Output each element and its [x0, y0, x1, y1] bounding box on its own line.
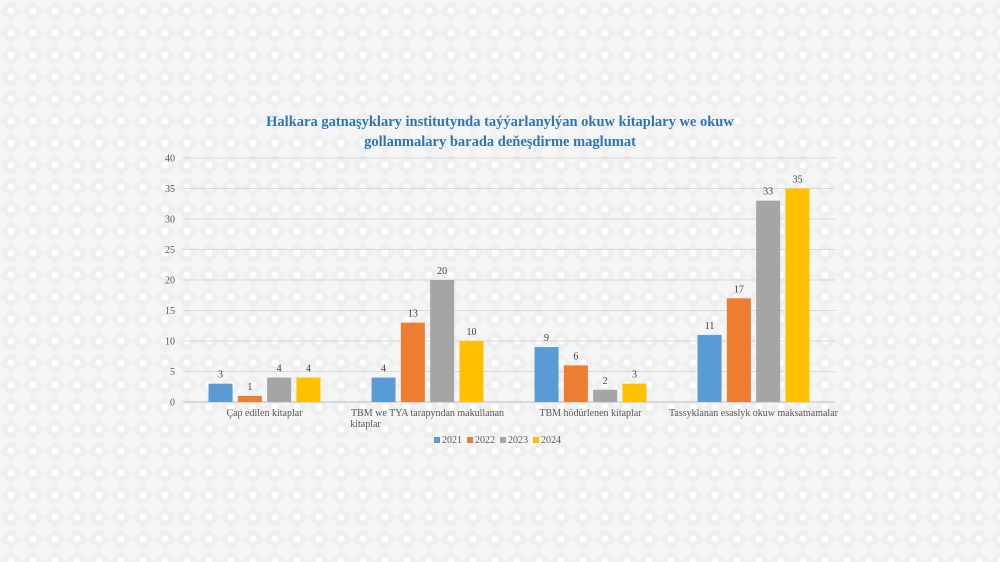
y-tick-label: 40 [165, 154, 175, 165]
x-category-label: Çap edilen kitaplar [226, 408, 303, 419]
data-label: 4 [277, 364, 282, 375]
bar-2024-2 [622, 383, 647, 402]
y-tick-label: 20 [165, 276, 175, 287]
bar-2023-1 [430, 280, 455, 402]
bar-2021-1 [371, 377, 396, 402]
legend-swatch-2023 [500, 437, 506, 443]
bar-2023-3 [756, 200, 781, 402]
x-category-label: TBM we TYA tarapyndan makullanan kitaplar [350, 408, 504, 430]
data-label: 4 [306, 364, 311, 375]
data-label: 1 [247, 382, 252, 393]
data-label: 10 [466, 327, 476, 338]
chart-title-line-1: Halkara gatnaşyklary institutynda taýýar… [266, 114, 734, 130]
chart-title-line-2: gollanmalary barada deňeşdirme maglumat [364, 134, 636, 150]
bar-2022-0 [237, 395, 262, 402]
chart-title: Halkara gatnaşyklary institutynda taýýar… [200, 112, 800, 152]
bar-2022-2 [563, 365, 588, 402]
bar-2022-1 [400, 322, 425, 402]
data-label: 3 [218, 370, 223, 381]
legend-swatch-2022 [467, 437, 473, 443]
legend-label: 2023 [508, 435, 528, 446]
bar-2021-3 [697, 334, 722, 402]
data-label: 35 [792, 175, 802, 186]
y-tick-label: 0 [170, 398, 175, 409]
y-tick-label: 35 [165, 184, 175, 195]
bar-2021-2 [534, 347, 559, 402]
legend-label: 2021 [442, 435, 462, 446]
bar-2021-0 [208, 383, 233, 402]
y-tick-label: 15 [165, 306, 175, 317]
legend-swatch-2024 [533, 437, 539, 443]
data-label: 6 [573, 351, 578, 362]
data-label: 13 [408, 309, 418, 320]
x-category-label-line: TBM we TYA tarapyndan makullanan [351, 408, 504, 419]
data-label: 33 [763, 187, 773, 198]
data-label: 20 [437, 266, 447, 277]
legend-label: 2022 [475, 435, 495, 446]
bar-2023-0 [267, 377, 292, 402]
bar-2024-1 [459, 341, 484, 402]
data-label: 11 [705, 321, 715, 332]
y-tick-label: 5 [170, 367, 175, 378]
x-category-label-line: Çap edilen kitaplar [226, 408, 303, 419]
x-category-label-line: TBM hödürlenen kitaplar [539, 408, 642, 419]
bar-2024-0 [296, 377, 321, 402]
y-tick-label: 30 [165, 215, 175, 226]
legend-label: 2024 [541, 435, 561, 446]
data-label: 2 [603, 376, 608, 387]
data-label: 17 [734, 284, 744, 295]
data-label: 9 [544, 333, 549, 344]
x-category-label-line: Tassyklanan esaslyk okuw maksatnamalar [669, 408, 839, 419]
x-category-label: TBM hödürlenen kitaplar [539, 408, 642, 419]
x-category-label: Tassyklanan esaslyk okuw maksatnamalar [669, 408, 839, 419]
y-tick-label: 10 [165, 337, 175, 348]
y-tick-label: 25 [165, 245, 175, 256]
bar-2022-3 [726, 298, 751, 402]
data-label: 4 [381, 364, 386, 375]
data-label: 3 [632, 370, 637, 381]
legend-swatch-2021 [434, 437, 440, 443]
x-category-label-line: kitaplar [350, 419, 381, 430]
bar-2024-3 [785, 188, 810, 402]
bar-2023-2 [593, 389, 618, 402]
